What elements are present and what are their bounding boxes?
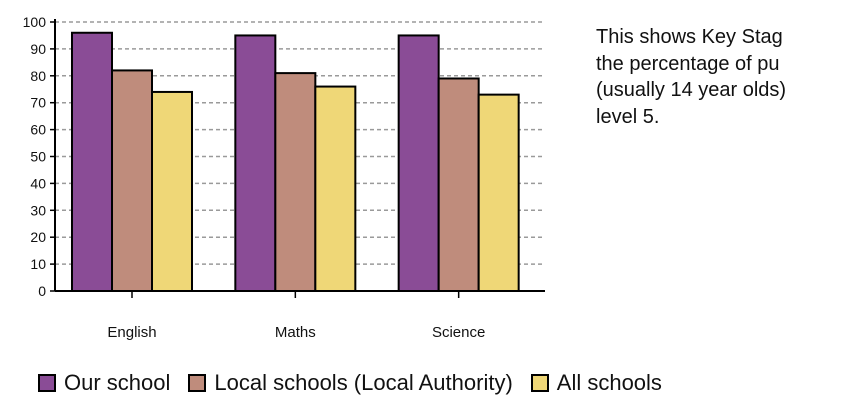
y-tick-label: 70 [30,95,46,111]
legend-swatch-all-schools [530,374,549,392]
y-tick-label: 100 [23,14,47,30]
bar [234,34,277,293]
bar [437,77,480,292]
x-tick-label: Maths [275,324,316,341]
y-tick-label: 20 [30,229,46,245]
bar [71,31,113,292]
description-text: This shows Key Stag the percentage of pu… [596,24,851,130]
description-line: This shows Key Stag [596,26,783,48]
y-tick-label: 40 [30,175,46,191]
description-line: the percentage of pu [596,52,780,75]
legend-item-local-schools: Local schools (Local Authority) [188,370,513,396]
bar [151,90,193,292]
legend-swatch-our-school [38,374,56,392]
bar [111,69,153,292]
y-tick-label: 90 [30,41,46,57]
bar [397,34,440,293]
x-tick-label: Science [432,324,485,341]
legend-label-all-schools: All schools [556,370,662,395]
description-line: level 5. [596,105,660,128]
bar [274,72,317,292]
bar [477,93,520,292]
bar-chart: 0 10 20 30 40 50 60 70 80 90 100 English Maths Scienc… [23,14,545,341]
y-tick-label: 60 [30,122,46,138]
y-tick-label: 30 [30,202,46,218]
legend-item-all-schools: All schools [530,370,662,396]
y-tick-label: 10 [30,256,46,272]
description-line: (usually 14 year olds) [596,79,787,101]
chart-legend: Our school Local schools (Local Authorit… [38,370,680,396]
y-tick-label: 80 [30,68,46,84]
y-tick-label: 0 [38,283,46,299]
legend-label-local-schools: Local schools (Local Authority) [214,370,513,395]
legend-label-our-school: Our school [64,370,171,395]
legend-swatch-local-schools [188,374,207,392]
bar [314,85,357,292]
y-tick-label: 50 [30,149,46,165]
x-tick-label: English [107,324,156,341]
legend-item-our-school: Our school [38,370,170,396]
